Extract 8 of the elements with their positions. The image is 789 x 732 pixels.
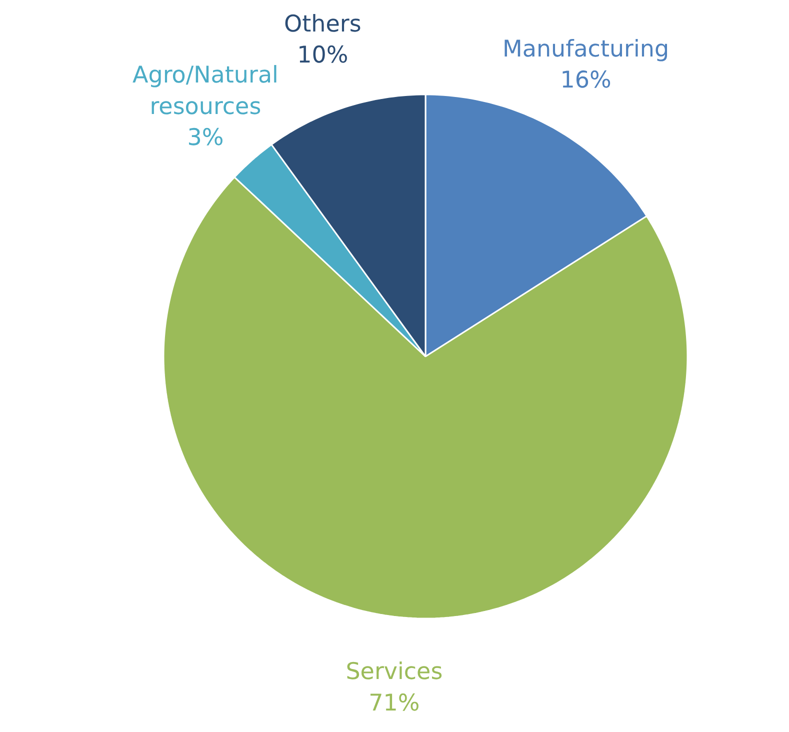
- data-label: 71%: [368, 690, 420, 716]
- data-label: 3%: [187, 125, 224, 152]
- slice-label: Services: [346, 659, 443, 686]
- slice-label: Manufacturing: [502, 36, 670, 62]
- slice-label: Agro/Natural resources: [132, 62, 278, 120]
- data-label: 16%: [560, 68, 612, 94]
- slice-label: Others: [284, 11, 362, 38]
- data-label: 10%: [297, 42, 348, 69]
